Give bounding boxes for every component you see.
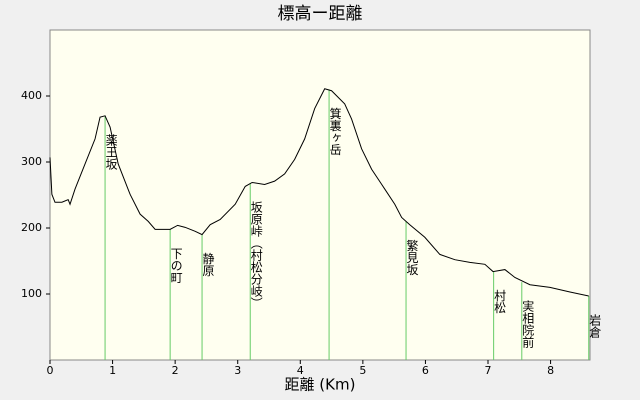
marker-label: 箕裏ヶ岳 (328, 107, 342, 155)
x-tick-label: 2 (172, 364, 179, 377)
x-tick-label: 3 (234, 364, 241, 377)
elevation-line (49, 88, 589, 297)
marker-label: 静原 (201, 252, 215, 276)
marker-label: 坂原峠（村松分岐） (249, 201, 263, 309)
x-axis-label: 距離 (Km) (285, 376, 356, 394)
x-tick-label: 1 (109, 364, 116, 377)
y-tick-label: 300 (21, 155, 42, 168)
marker-label: 村松 (493, 289, 507, 313)
marker-label: 岩倉 (588, 313, 602, 339)
y-tick-label: 200 (21, 221, 42, 234)
x-tick-label: 7 (485, 364, 492, 377)
marker-label: 下の町 (169, 247, 183, 283)
marker-label: 実相院前 (521, 299, 535, 348)
x-tick-label: 5 (359, 364, 366, 377)
x-tick-label: 6 (422, 364, 429, 377)
x-tick-label: 4 (297, 364, 304, 377)
x-tick-label: 0 (47, 364, 54, 377)
marker-label: 薬王坂 (104, 133, 118, 170)
x-tick-label: 8 (547, 364, 554, 377)
chart-title: 標高ー距離 (278, 4, 363, 24)
y-tick-label: 400 (21, 89, 42, 102)
y-tick-label: 100 (21, 287, 42, 300)
plot-area (49, 29, 591, 361)
marker-label: 繁見坂 (405, 238, 419, 276)
